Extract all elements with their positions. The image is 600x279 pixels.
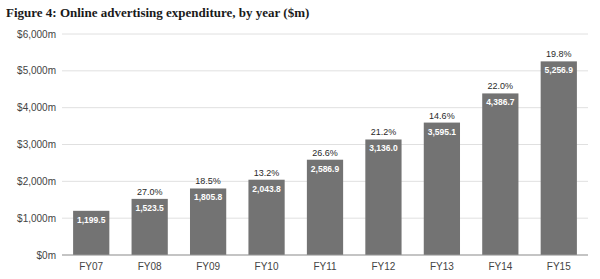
growth-label: 19.8% [546, 49, 572, 59]
data-label: 1,523.5 [135, 203, 164, 213]
bar [132, 199, 168, 255]
growth-label: 18.5% [195, 176, 221, 186]
x-tick-label: FY12 [371, 261, 395, 272]
growth-label: 26.6% [312, 148, 338, 158]
bar [73, 211, 109, 255]
bar [190, 188, 226, 255]
grid-line [62, 255, 588, 256]
x-tick-label: FY13 [430, 261, 454, 272]
x-tick-label: FY07 [79, 261, 103, 272]
bar [541, 61, 577, 255]
growth-label: 21.2% [371, 127, 397, 137]
x-tick-label: FY11 [313, 261, 337, 272]
bar [365, 139, 401, 255]
y-tick-label: $6,000m [17, 29, 56, 40]
growth-label: 27.0% [137, 187, 163, 197]
data-label: 2,586.9 [311, 164, 340, 174]
title: Figure 4: Online advertising expenditure… [6, 5, 309, 20]
grid-line [62, 34, 588, 35]
grid-line [62, 70, 588, 71]
data-label: 2,043.8 [252, 184, 281, 194]
bars [73, 61, 577, 255]
growth-label: 14.6% [429, 111, 455, 121]
x-tick-label: FY14 [488, 261, 512, 272]
x-tick-label: FY15 [547, 261, 571, 272]
data-label: 1,199.5 [77, 215, 106, 225]
bar [307, 160, 343, 255]
bar [248, 180, 284, 255]
data-label: 1,805.8 [194, 192, 223, 202]
y-tick-label: $4,000m [17, 102, 56, 113]
x-tick-label: FY08 [138, 261, 162, 272]
grid [62, 34, 588, 255]
bar [482, 93, 518, 255]
x-tick-label: FY09 [196, 261, 220, 272]
chart: Figure 4: Online advertising expenditure… [0, 0, 600, 279]
data-label: 3,136.0 [369, 143, 398, 153]
x-tick-label: FY10 [255, 261, 279, 272]
x-axis-line [62, 255, 588, 256]
growth-label: 13.2% [254, 168, 280, 178]
chart-container: Figure 4: Online advertising expenditure… [0, 0, 600, 279]
data-label: 4,386.7 [486, 97, 515, 107]
data-label: 5,256.9 [545, 65, 574, 75]
y-tick-label: $0m [37, 250, 56, 261]
y-tick-label: $3,000m [17, 139, 56, 150]
data-label: 3,595.1 [428, 127, 457, 137]
y-tick-label: $1,000m [17, 213, 56, 224]
y-tick-label: $5,000m [17, 65, 56, 76]
bar [424, 123, 460, 255]
growth-label: 22.0% [488, 81, 514, 91]
y-tick-label: $2,000m [17, 176, 56, 187]
